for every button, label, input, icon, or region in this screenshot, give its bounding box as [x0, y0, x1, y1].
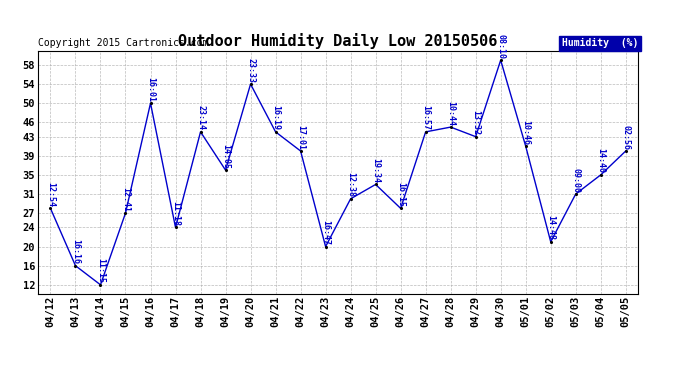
Text: 16:19: 16:19 [271, 105, 280, 130]
Point [370, 182, 381, 188]
Point [495, 57, 506, 63]
Text: 14:48: 14:48 [546, 215, 555, 240]
Text: 16:01: 16:01 [146, 77, 155, 102]
Point [70, 263, 81, 269]
Text: 11:15: 11:15 [96, 258, 105, 284]
Point [445, 124, 456, 130]
Text: 23:14: 23:14 [196, 105, 205, 130]
Text: 14:05: 14:05 [221, 144, 230, 169]
Text: 16:47: 16:47 [321, 220, 330, 245]
Point [345, 196, 356, 202]
Text: 14:40: 14:40 [596, 148, 605, 174]
Point [320, 244, 331, 250]
Text: 12:54: 12:54 [46, 182, 55, 207]
Text: 12:41: 12:41 [121, 187, 130, 212]
Text: 10:44: 10:44 [446, 100, 455, 126]
Title: Outdoor Humidity Daily Low 20150506: Outdoor Humidity Daily Low 20150506 [179, 33, 497, 50]
Point [145, 100, 156, 106]
Point [195, 129, 206, 135]
Point [570, 191, 581, 197]
Point [395, 206, 406, 212]
Text: Copyright 2015 Cartronics.com: Copyright 2015 Cartronics.com [38, 38, 208, 48]
Point [520, 143, 531, 149]
Point [295, 148, 306, 154]
Point [545, 239, 556, 245]
Point [270, 129, 281, 135]
Point [45, 206, 56, 212]
Point [95, 282, 106, 288]
Text: 19:34: 19:34 [371, 158, 380, 183]
Text: 02:56: 02:56 [621, 124, 630, 150]
Text: 16:57: 16:57 [421, 105, 430, 130]
Text: 10:46: 10:46 [521, 120, 530, 145]
Text: 16:15: 16:15 [396, 182, 405, 207]
Text: 08:10: 08:10 [496, 34, 505, 59]
Text: 09:00: 09:00 [571, 168, 580, 193]
Point [420, 129, 431, 135]
Text: 16:16: 16:16 [71, 239, 80, 264]
Point [595, 172, 607, 178]
Text: 13:32: 13:32 [471, 110, 480, 135]
Text: Humidity  (%): Humidity (%) [562, 38, 638, 48]
Text: 23:33: 23:33 [246, 58, 255, 82]
Point [470, 134, 481, 140]
Point [120, 210, 131, 216]
Point [245, 81, 256, 87]
Text: 12:38: 12:38 [346, 172, 355, 197]
Point [220, 167, 231, 173]
Point [170, 225, 181, 231]
Text: 17:01: 17:01 [296, 124, 305, 150]
Text: 11:18: 11:18 [171, 201, 180, 226]
Point [620, 148, 631, 154]
